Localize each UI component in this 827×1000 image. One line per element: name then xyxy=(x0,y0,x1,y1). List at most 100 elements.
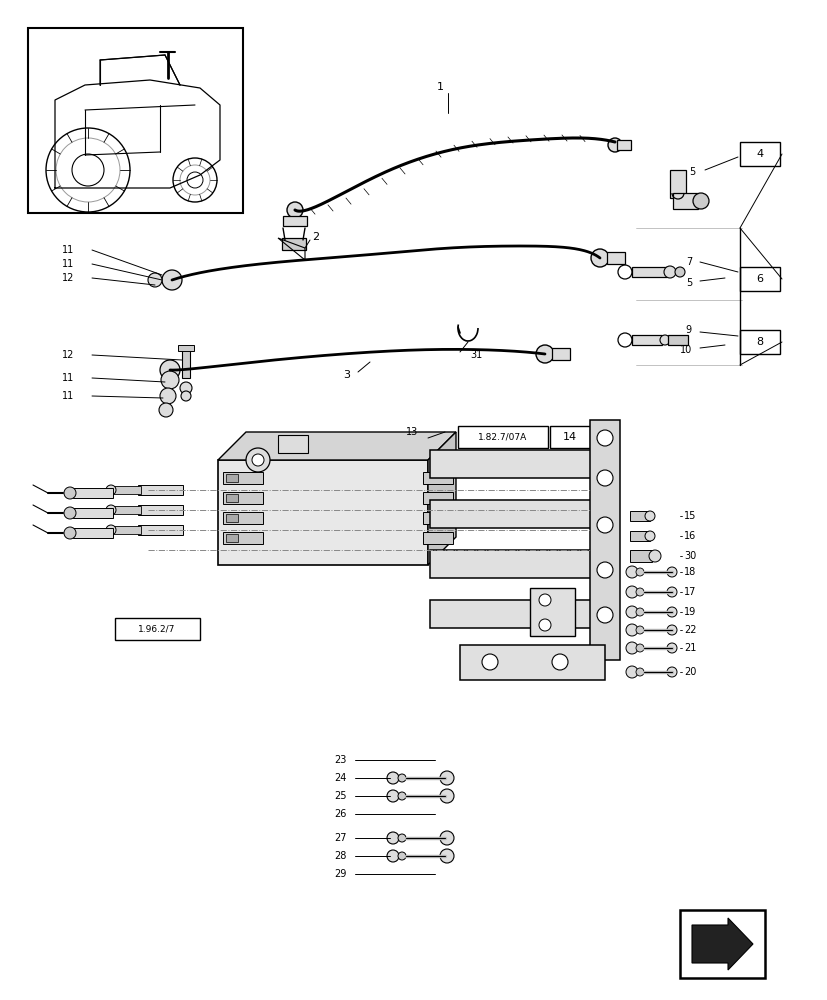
Text: 14: 14 xyxy=(562,432,576,442)
Circle shape xyxy=(56,138,120,202)
Circle shape xyxy=(625,566,638,578)
Circle shape xyxy=(667,607,676,617)
Circle shape xyxy=(439,849,453,863)
Bar xyxy=(138,485,183,495)
Bar xyxy=(629,531,649,541)
Bar xyxy=(669,170,686,198)
Bar xyxy=(423,472,452,484)
Bar xyxy=(112,486,141,494)
Circle shape xyxy=(596,517,612,533)
Bar xyxy=(222,492,263,504)
Text: 10: 10 xyxy=(679,345,691,355)
Circle shape xyxy=(663,266,675,278)
Bar xyxy=(283,216,307,226)
Circle shape xyxy=(251,454,264,466)
Bar xyxy=(429,550,605,578)
Circle shape xyxy=(179,165,210,195)
Circle shape xyxy=(625,586,638,598)
Text: 4: 4 xyxy=(756,149,762,159)
Bar xyxy=(429,600,605,628)
Circle shape xyxy=(187,172,203,188)
Circle shape xyxy=(607,138,621,152)
Text: 18: 18 xyxy=(683,567,696,577)
Circle shape xyxy=(181,391,191,401)
Circle shape xyxy=(596,470,612,486)
Text: 31: 31 xyxy=(470,350,481,360)
Circle shape xyxy=(625,642,638,654)
Circle shape xyxy=(667,567,676,577)
Bar xyxy=(739,267,779,291)
Text: 1.82.7/07A: 1.82.7/07A xyxy=(478,432,527,442)
Circle shape xyxy=(64,487,76,499)
Bar xyxy=(429,500,605,528)
Circle shape xyxy=(590,249,609,267)
Circle shape xyxy=(173,158,217,202)
Circle shape xyxy=(398,792,405,800)
Bar xyxy=(222,512,263,524)
Circle shape xyxy=(625,606,638,618)
Text: 20: 20 xyxy=(683,667,696,677)
Bar xyxy=(629,511,649,521)
Circle shape xyxy=(46,128,130,212)
Circle shape xyxy=(106,485,116,495)
Circle shape xyxy=(287,202,303,218)
Circle shape xyxy=(160,388,176,404)
Circle shape xyxy=(439,771,453,785)
Circle shape xyxy=(625,666,638,678)
Circle shape xyxy=(398,834,405,842)
Circle shape xyxy=(635,588,643,596)
Text: 5: 5 xyxy=(688,167,694,177)
Text: 17: 17 xyxy=(683,587,696,597)
Text: 2: 2 xyxy=(312,232,318,242)
Bar xyxy=(178,345,194,351)
Bar xyxy=(549,426,590,448)
Circle shape xyxy=(648,550,660,562)
Circle shape xyxy=(386,772,399,784)
Bar xyxy=(226,534,237,542)
Bar xyxy=(73,488,112,498)
Circle shape xyxy=(160,360,179,380)
Circle shape xyxy=(64,527,76,539)
Text: 8: 8 xyxy=(756,337,762,347)
Bar xyxy=(423,492,452,504)
Circle shape xyxy=(617,333,631,347)
Circle shape xyxy=(481,654,497,670)
Circle shape xyxy=(617,265,631,279)
Text: 1.96.2/7: 1.96.2/7 xyxy=(138,624,175,634)
Circle shape xyxy=(667,625,676,635)
Text: 28: 28 xyxy=(334,851,347,861)
Circle shape xyxy=(535,345,553,363)
Text: 30: 30 xyxy=(683,551,696,561)
Bar xyxy=(739,330,779,354)
Text: 9: 9 xyxy=(685,325,691,335)
Circle shape xyxy=(692,193,708,209)
Bar xyxy=(590,420,619,660)
Bar xyxy=(138,525,183,535)
Circle shape xyxy=(635,568,643,576)
Circle shape xyxy=(644,531,654,541)
Text: 27: 27 xyxy=(334,833,347,843)
Bar xyxy=(552,348,569,360)
Circle shape xyxy=(439,831,453,845)
Text: 12: 12 xyxy=(62,273,74,283)
Circle shape xyxy=(386,790,399,802)
Circle shape xyxy=(635,668,643,676)
Circle shape xyxy=(162,270,182,290)
Bar xyxy=(73,528,112,538)
Text: 16: 16 xyxy=(683,531,696,541)
Bar xyxy=(529,588,574,636)
Circle shape xyxy=(667,667,676,677)
Bar xyxy=(226,494,237,502)
Text: 25: 25 xyxy=(334,791,347,801)
Bar xyxy=(631,335,662,345)
Bar xyxy=(112,526,141,534)
Circle shape xyxy=(179,382,192,394)
Circle shape xyxy=(159,403,173,417)
Bar xyxy=(28,28,242,213)
Bar xyxy=(460,645,605,680)
Bar xyxy=(115,618,200,640)
Circle shape xyxy=(625,624,638,636)
Circle shape xyxy=(148,273,162,287)
Bar xyxy=(423,532,452,544)
Bar xyxy=(457,426,547,448)
